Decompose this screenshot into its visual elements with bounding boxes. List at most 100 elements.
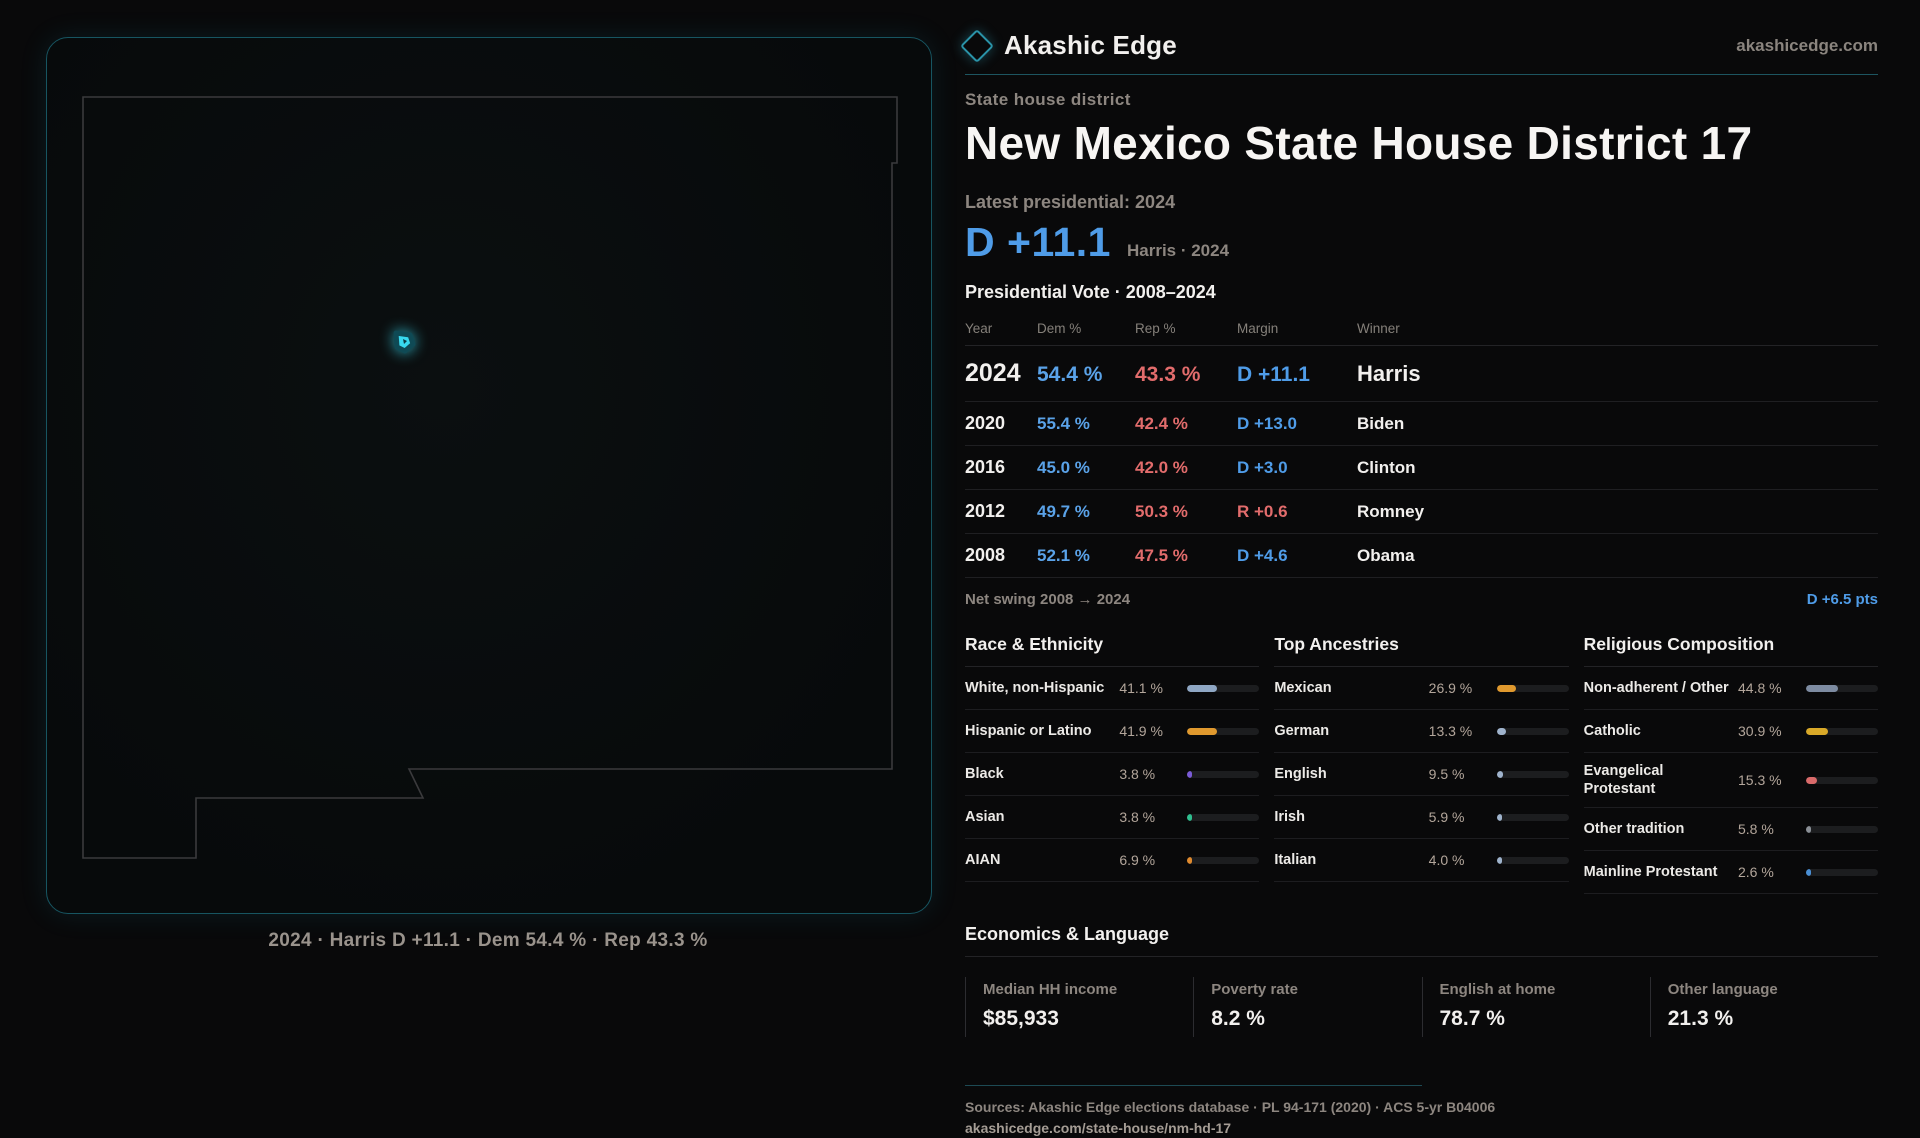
demo-value: 26.9 % [1428,680,1473,696]
headline-margin: D +11.1 [965,219,1111,265]
demo-label: Mexican [1274,679,1332,696]
winner-cell: Romney [1357,502,1425,521]
demo-bar [1806,727,1878,735]
demo-value: 3.8 % [1119,809,1156,825]
demo-label: Mainline Protestant [1583,864,1718,881]
margin-cell: D +13.0 [1237,414,1298,433]
demo-bar-fill [1806,776,1818,784]
demo-row: White, non-Hispanic 41.1 % [965,667,1260,710]
demo-row: English 9.5 % [1274,753,1569,796]
vote-row-2024: 2024 54.4 % 43.3 % D +11.1 Harris [965,346,1878,402]
winner-cell: Harris [1357,361,1421,386]
sources-text: Sources: Akashic Edge elections database… [965,1099,1496,1116]
demo-bar-fill [1806,727,1829,735]
year-cell: 2024 [965,359,1021,387]
map-caption: 2024 · Harris D +11.1 · Dem 54.4 % · Rep… [268,930,708,951]
vote-row-2012: 2012 49.7 % 50.3 % R +0.6 Romney [965,490,1878,534]
year-cell: 2012 [965,501,1006,521]
demo-row: Non-adherent / Other 44.8 % [1583,667,1878,710]
demo-bar [1806,684,1878,692]
demo-bar [1806,825,1878,833]
demo-row: Evangelical Protestant 15.3 % [1583,753,1878,809]
demo-bar-fill [1496,727,1507,735]
demo-row: Asian 3.8 % [965,796,1260,839]
footer-divider [965,1085,1422,1087]
demo-value: 9.5 % [1428,766,1465,782]
demo-bar [1496,813,1569,821]
demo-section-title: Religious Composition [1583,634,1878,667]
demo-row: German 13.3 % [1274,710,1569,753]
demo-bar [1496,684,1569,692]
winner-cell: Clinton [1357,458,1416,477]
demo-bar [1187,727,1260,735]
demo-value: 4.0 % [1428,852,1465,868]
demo-section-title: Top Ancestries [1274,634,1569,667]
vote-table-header: Year Dem % Rep % Margin Winner [965,315,1878,346]
demo-bar [1496,770,1569,778]
demo-section: Race & Ethnicity White, non-Hispanic 41.1 … [965,634,1260,882]
demo-row: Catholic 30.9 % [1583,710,1878,753]
page-title: New Mexico State House District 17 [965,117,1753,169]
dem-cell: 52.1 % [1037,546,1090,565]
rep-cell: 43.3 % [1135,363,1201,386]
economics-stats: Median HH income $85,933 Poverty rate 8.2 %… [965,977,1878,1038]
permalink[interactable]: akashicedge.com/state-house/nm-hd-17 [965,1120,1232,1137]
demo-bar [1806,776,1878,784]
demo-value: 6.9 % [1119,852,1156,868]
new-mexico-outline [82,96,898,859]
demographics: Race & Ethnicity White, non-Hispanic 41.1 … [965,634,1878,895]
net-swing-value: D +6.5 pts [1806,591,1878,608]
district-report: Akashic Edge akashicedge.com State house… [960,28,1878,1138]
stat-label: English at home [1439,981,1556,999]
demo-value: 3.8 % [1119,766,1156,782]
demo-row: Hispanic or Latino 41.9 % [965,710,1260,753]
district-marker-icon [393,330,416,354]
demo-value: 41.1 % [1119,680,1163,696]
vote-row-2020: 2020 55.4 % 42.4 % D +13.0 Biden [965,402,1878,446]
vote-table: Year Dem % Rep % Margin Winner 2024 54.4 … [965,315,1878,578]
dem-cell: 45.0 % [1037,458,1090,477]
stat-value: 78.7 % [1439,1007,1505,1031]
stat-label: Poverty rate [1211,981,1298,999]
brand-site-link[interactable]: akashicedge.com [1736,35,1878,55]
demo-bar [1187,813,1260,821]
year-cell: 2008 [965,545,1006,565]
vote-table-title: Presidential Vote · 2008–2024 [965,282,1216,302]
demo-label: Non-adherent / Other [1583,679,1729,696]
latest-presidential-label: Latest presidential: 2024 [965,192,1176,212]
brand: Akashic Edge [960,28,1177,63]
rep-cell: 47.5 % [1135,546,1188,565]
demo-label: Asian [965,808,1005,825]
demo-value: 5.8 % [1738,821,1774,838]
winner-cell: Obama [1357,546,1415,565]
margin-cell: D +4.6 [1237,546,1288,565]
vote-table-body: 2024 54.4 % 43.3 % D +11.1 Harris 2020 55.4 % 4… [965,346,1878,578]
headline-sub: Harris · 2024 [1126,241,1230,260]
demo-bar-fill [1187,770,1193,778]
demo-label: AIAN [965,851,1001,868]
demo-label: Catholic [1583,722,1641,739]
rep-cell: 42.0 % [1135,458,1188,477]
col-winner: Winner [1357,321,1400,336]
header: Akashic Edge akashicedge.com [960,28,1878,63]
header-divider [965,74,1878,75]
stat-label: Other language [1667,981,1778,999]
demo-row: Mexican 26.9 % [1274,667,1569,710]
demo-bar [1187,856,1260,864]
demo-bar-fill [1806,868,1811,876]
brand-name: Akashic Edge [1004,30,1177,60]
demo-bar [1187,684,1260,692]
kicker: State house district [965,90,1131,109]
demo-bar-fill [1187,727,1218,735]
demo-value: 41.9 % [1119,723,1163,739]
demo-label: Black [965,765,1004,782]
year-cell: 2016 [965,457,1006,477]
dem-cell: 49.7 % [1037,502,1090,521]
demo-section-title: Race & Ethnicity [965,634,1260,667]
demo-bar-fill [1496,856,1502,864]
demo-label: White, non-Hispanic [965,679,1105,696]
stat-block: Other language 21.3 % [1649,977,1878,1038]
stat-block: Median HH income $85,933 [965,977,1193,1038]
margin-cell: D +11.1 [1237,363,1310,386]
year-cell: 2020 [965,413,1006,433]
